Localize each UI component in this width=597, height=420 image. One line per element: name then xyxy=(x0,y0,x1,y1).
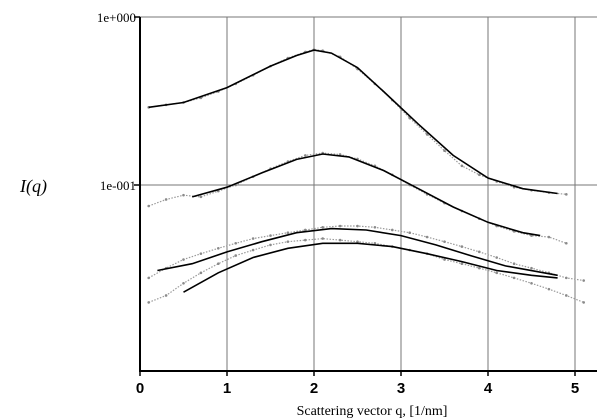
data-point xyxy=(356,224,359,228)
data-point xyxy=(304,238,307,242)
data-point xyxy=(565,294,568,297)
data-point xyxy=(286,231,290,235)
data-point xyxy=(443,240,446,243)
y-tick-label: 1e-001 xyxy=(100,178,136,193)
data-point xyxy=(251,237,255,240)
data-point xyxy=(582,279,585,282)
data-point xyxy=(321,226,325,229)
data-point xyxy=(582,301,585,304)
series-group xyxy=(147,224,585,282)
data-point xyxy=(478,266,481,270)
data-point xyxy=(391,228,394,232)
data-point xyxy=(495,271,499,275)
data-point xyxy=(373,226,377,229)
data-point xyxy=(547,235,551,239)
data-point xyxy=(147,204,150,208)
data-point xyxy=(338,238,342,242)
data-point xyxy=(182,193,185,197)
data-point xyxy=(565,193,568,196)
x-tick-label: 4 xyxy=(484,380,493,397)
data-point xyxy=(217,262,220,266)
data-point xyxy=(425,133,429,136)
grid-lines xyxy=(140,16,597,371)
x-tick-label: 1 xyxy=(223,380,231,397)
data-point xyxy=(164,294,168,297)
data-trace xyxy=(148,237,584,303)
data-point xyxy=(565,276,568,280)
fit-curve xyxy=(157,227,558,277)
data-point xyxy=(199,271,203,275)
data-point xyxy=(478,250,481,254)
data-point xyxy=(269,243,272,247)
data-point xyxy=(338,224,342,228)
data-point xyxy=(199,195,203,199)
data-point xyxy=(182,258,185,261)
series-group xyxy=(147,48,568,196)
data-point xyxy=(286,240,290,243)
data-trace xyxy=(148,225,584,282)
data-point xyxy=(217,246,220,250)
data-point xyxy=(460,164,464,168)
data-point xyxy=(547,287,551,291)
data-point xyxy=(443,258,446,261)
data-point xyxy=(356,240,359,243)
y-axis-label: I(q) xyxy=(19,176,47,197)
data-point xyxy=(182,281,185,285)
data-point xyxy=(304,228,307,232)
data-point xyxy=(495,256,499,259)
data-point xyxy=(512,262,516,266)
fit-curve xyxy=(183,242,558,293)
data-point xyxy=(443,149,446,153)
data-point xyxy=(234,241,237,245)
data-point xyxy=(251,248,255,252)
data-point xyxy=(565,241,568,245)
series-group xyxy=(147,237,585,304)
data-point xyxy=(530,281,533,285)
data-point xyxy=(304,154,307,157)
data-point xyxy=(234,254,237,257)
data-point xyxy=(373,241,377,245)
data-point xyxy=(478,173,481,177)
plot-area xyxy=(140,17,597,370)
data-point xyxy=(199,252,203,256)
x-tick-label: 0 xyxy=(136,380,144,397)
fit-curve xyxy=(148,49,558,195)
x-tick-label: 2 xyxy=(310,380,318,397)
data-point xyxy=(425,235,429,239)
x-tick-label: 5 xyxy=(571,380,579,397)
fit-curve xyxy=(191,153,541,237)
data-point xyxy=(460,262,464,266)
y-tick-label: 1e+000 xyxy=(97,10,136,25)
data-point xyxy=(269,234,272,237)
data-point xyxy=(147,301,150,304)
x-axis-label: Scattering vector q, [1/nm] xyxy=(297,404,448,419)
data-point xyxy=(530,266,533,270)
data-point xyxy=(460,245,464,248)
data-point xyxy=(512,276,516,280)
data-point xyxy=(321,237,325,240)
data-point xyxy=(164,198,168,201)
axes xyxy=(139,17,597,372)
data-point xyxy=(147,276,150,280)
data-point xyxy=(408,231,412,235)
tick-labels: 0 1 2 3 4 5 1e+000 1e-001 xyxy=(97,10,579,397)
x-tick-label: 3 xyxy=(397,380,405,397)
series-group xyxy=(147,151,568,245)
data-series xyxy=(147,48,585,304)
